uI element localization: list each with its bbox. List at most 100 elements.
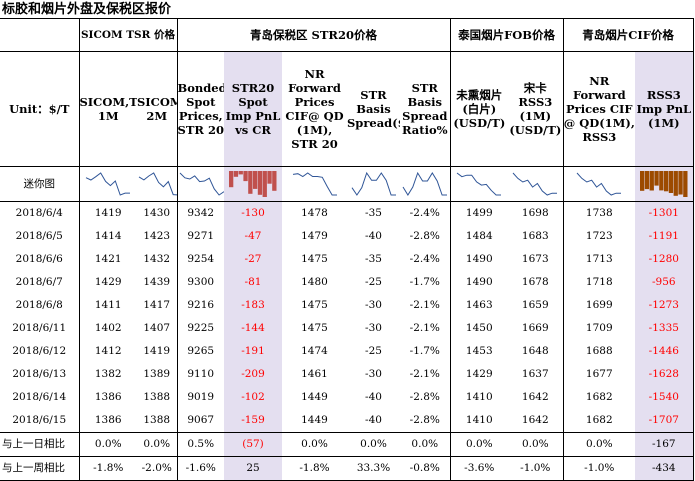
value-cell: -35 — [365, 253, 382, 265]
sparkline-cell — [224, 166, 282, 202]
sparkline-bar — [248, 171, 253, 194]
value-cell: 1718 — [562, 271, 636, 294]
col-header: STR20 Spot Imp PnL vs CR — [224, 51, 282, 167]
date-cell: 2018/6/4 — [15, 207, 63, 219]
date-cell: 2018/6/13 — [12, 368, 67, 380]
value-cell: -956 — [635, 271, 694, 294]
value-cell: 1388 — [143, 414, 171, 426]
value-cell: 1386 — [78, 386, 137, 409]
value-cell: 1713 — [562, 248, 636, 271]
change-cell: -1.0% — [508, 456, 564, 481]
value-cell: 1412 — [78, 340, 137, 363]
sparkline-bar — [639, 171, 645, 191]
value-cell: -1446 — [635, 340, 694, 363]
value-cell: -2.1% — [409, 322, 440, 334]
sparkline-cell — [400, 166, 451, 202]
value-cell: 9254 — [176, 248, 224, 271]
col-header: STR Basis Spread($/T) — [347, 51, 400, 167]
value-cell: 1410 — [449, 409, 509, 433]
value-cell: 1499 — [449, 201, 509, 225]
value-cell: 9342 — [176, 201, 224, 225]
value-cell: 1423 — [143, 230, 171, 242]
sparkline-cell — [635, 166, 694, 202]
value-cell: -35 — [365, 207, 382, 219]
value-cell: 1673 — [521, 253, 549, 265]
value-cell: -1628 — [635, 363, 694, 386]
change-cell: 0.0% — [562, 432, 636, 457]
group-qingdao-cif: 青岛烟片CIF价格 — [562, 18, 694, 52]
value-cell: 1432 — [143, 253, 171, 265]
date-cell: 2018/6/11 — [12, 322, 67, 334]
sparkline-bar — [654, 171, 659, 186]
value-cell: 1677 — [562, 363, 636, 386]
col-header: SICOM,TSR, 1M — [78, 51, 137, 167]
value-cell: 1382 — [78, 363, 137, 386]
value-cell: -102 — [224, 386, 282, 409]
table-row: 2018/6/13 1382 1389 9110 -209 1461 -30 -2.1% 142… — [0, 363, 694, 386]
value-cell: 1419 — [78, 201, 137, 225]
col-header: 未熏烟片(白片)(USD/T) — [449, 51, 509, 167]
sparkline — [576, 172, 622, 196]
col-header: SICOM,TSR, 2M — [137, 51, 177, 167]
change-cell: -1.8% — [78, 456, 137, 481]
value-cell: 1450 — [449, 317, 509, 340]
change-cell: -434 — [635, 456, 694, 481]
value-cell: -40 — [365, 414, 382, 426]
sparkline-bar — [238, 171, 243, 175]
value-cell: 1429 — [449, 363, 509, 386]
sparkline — [179, 172, 224, 196]
value-cell: 9300 — [176, 271, 224, 294]
change-label: 与上一周相比 — [0, 456, 79, 481]
value-cell: 1449 — [301, 391, 328, 403]
sparkline-bar — [257, 171, 263, 195]
value-cell: 1388 — [143, 391, 171, 403]
sparkline — [402, 171, 447, 196]
value-cell: 1490 — [449, 248, 509, 271]
sparkline-line — [456, 172, 502, 196]
change-cell: (57) — [224, 432, 282, 457]
sparkline-label: 迷你图 — [0, 166, 79, 202]
value-cell: 1407 — [143, 322, 171, 334]
sparkline-cell — [137, 166, 177, 202]
date-cell: 2018/6/5 — [15, 230, 63, 242]
value-cell: 1659 — [521, 299, 549, 311]
value-cell: -209 — [224, 363, 282, 386]
value-cell: -30 — [365, 299, 382, 311]
value-cell: 1453 — [449, 340, 509, 363]
value-cell: -40 — [365, 230, 382, 242]
change-cell: -167 — [635, 432, 694, 457]
sparkline-bar — [678, 171, 683, 195]
col-header: 宋卡 RSS3 (1M) (USD/T) — [508, 51, 564, 167]
value-cell: -1301 — [635, 201, 694, 225]
table-row: 2018/6/14 1386 1388 9019 -102 1449 -40 -2.8% 141… — [0, 386, 694, 409]
change-cell: 0.0% — [449, 432, 509, 457]
value-cell: 9067 — [176, 409, 224, 433]
group-qingdao-bonded: 青岛保税区 STR20价格 — [176, 18, 451, 52]
value-cell: -144 — [224, 317, 282, 340]
change-cell: 0.5% — [176, 432, 224, 457]
value-cell: 1411 — [78, 294, 137, 317]
sparkline-line — [512, 172, 558, 196]
value-cell: -1540 — [635, 386, 694, 409]
sparkline-cell — [347, 166, 400, 202]
date-cell: 2018/6/8 — [15, 299, 63, 311]
sparkline-bar — [253, 171, 258, 189]
value-cell: 1642 — [521, 391, 549, 403]
value-cell: -130 — [224, 201, 282, 225]
sparkline-line — [138, 172, 177, 196]
value-cell: -27 — [224, 248, 282, 271]
value-cell: -30 — [365, 368, 382, 380]
value-cell: 9216 — [176, 294, 224, 317]
value-cell: -2.4% — [409, 253, 440, 265]
change-cell: 0.0% — [78, 432, 137, 457]
value-cell: -1335 — [635, 317, 694, 340]
table-row: 2018/6/12 1412 1419 9265 -191 1474 -25 -1.7% 145… — [0, 340, 694, 363]
value-cell: 1475 — [301, 299, 328, 311]
sparkline-bars — [229, 171, 277, 197]
value-cell: -191 — [224, 340, 282, 363]
value-cell: 1738 — [562, 201, 636, 225]
value-cell: 9110 — [176, 363, 224, 386]
value-cell: -183 — [224, 294, 282, 317]
value-cell: 1723 — [562, 225, 636, 248]
page-title: 标胶和烟片外盘及保税区报价 — [2, 2, 172, 17]
